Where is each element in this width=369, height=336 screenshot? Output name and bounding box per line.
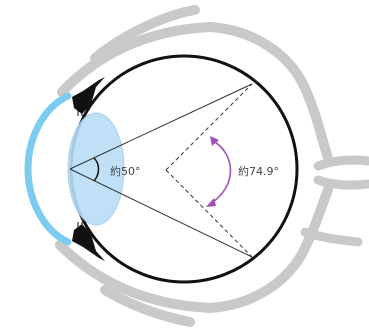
retinal-rays — [165, 83, 253, 258]
visual-rays — [69, 83, 253, 258]
optic-nerve-upper — [313, 155, 369, 171]
optic-nerve-lower — [313, 175, 369, 190]
ray-lower — [69, 168, 253, 258]
zonule-marks — [77, 100, 83, 238]
iris-upper — [72, 77, 105, 114]
dashed-ray-upper — [165, 83, 253, 171]
cornea — [24, 92, 72, 246]
orbit-lower-inner — [55, 185, 333, 313]
retinal-angle-label: 約74.9° — [238, 164, 279, 178]
orbit-outline — [55, 5, 369, 327]
iris-lower — [72, 224, 105, 261]
orbit-upper-outer — [90, 5, 200, 63]
nodal-angle-label: 約50° — [110, 164, 141, 178]
ray-upper — [69, 83, 253, 170]
orbit-upper-inner — [57, 22, 333, 163]
arrowhead-upper-icon — [210, 136, 219, 146]
arrowhead-lower-icon — [206, 198, 216, 207]
lens — [67, 112, 125, 226]
orbit-lower-outer — [100, 285, 195, 327]
nodal-angle-arc — [93, 157, 100, 182]
dashed-ray-lower — [165, 169, 253, 258]
lower-bone-ridge — [300, 227, 363, 247]
retinal-angle-arc — [209, 139, 232, 205]
